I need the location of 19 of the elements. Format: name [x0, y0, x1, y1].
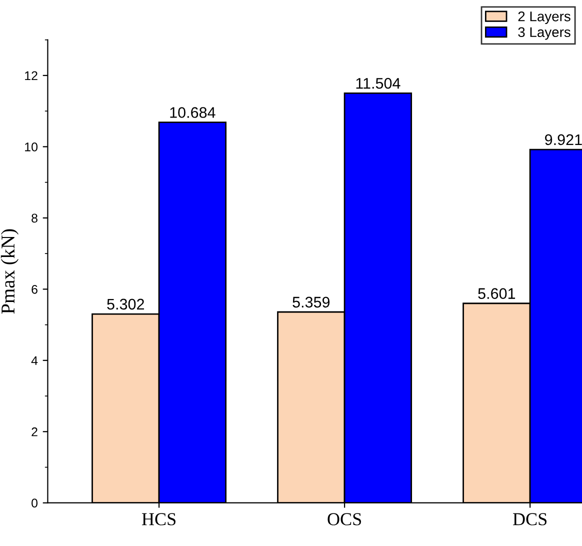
y-tick-label: 6 [32, 284, 38, 294]
data-label: 9.921 [545, 134, 582, 146]
legend-label: 3 Layers [518, 27, 570, 40]
y-tick-label: 8 [32, 214, 38, 223]
y-tick-label: 2 [32, 427, 38, 436]
y-tick-label: 12 [25, 71, 38, 80]
data-label: 11.504 [356, 78, 400, 89]
x-tick-label: DCS [513, 513, 546, 526]
data-label: 10.684 [170, 107, 216, 118]
data-label: 5.601 [478, 288, 516, 299]
y-axis-title: Pmax (kN) [0, 229, 19, 314]
y-tick-label: 10 [25, 142, 38, 152]
legend-label: 2 Layers [518, 11, 570, 24]
x-tick-label: OCS [328, 513, 361, 526]
y-tick-label: 4 [31, 356, 38, 365]
y-tick-label: 0 [32, 498, 38, 508]
data-label: 5.302 [107, 298, 144, 310]
x-tick-label: HCS [142, 513, 176, 526]
data-label: 5.359 [292, 296, 330, 308]
